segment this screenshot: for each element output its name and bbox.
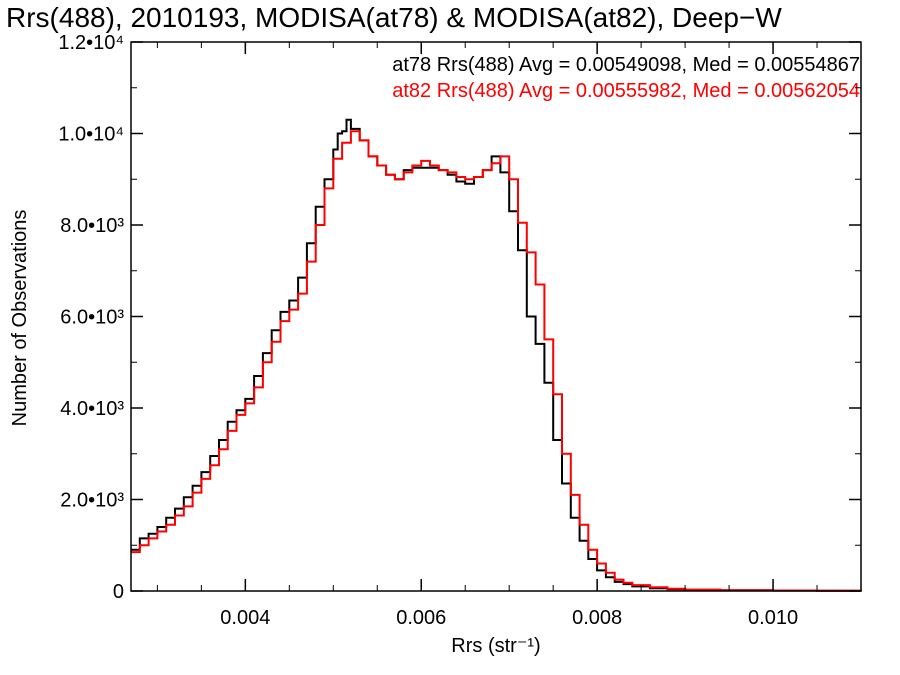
y-tick-label: 1.0•10⁴ bbox=[58, 124, 124, 146]
y-tick-label: 8.0•10³ bbox=[60, 215, 124, 237]
x-tick-label: 0.004 bbox=[220, 607, 270, 629]
series-line-0 bbox=[131, 118, 862, 592]
chart-title: Rrs(488), 2010193, MODISA(at78) & MODISA… bbox=[6, 2, 782, 33]
annotation-at82: at82 Rrs(488) Avg = 0.00555982, Med = 0.… bbox=[392, 80, 860, 102]
series-layer bbox=[131, 118, 862, 592]
x-tick-label: 0.006 bbox=[396, 607, 446, 629]
y-tick-label: 1.2•10⁴ bbox=[58, 32, 124, 54]
y-tick-label: 4.0•10³ bbox=[60, 398, 124, 420]
x-tick-label: 0.010 bbox=[748, 607, 798, 629]
ticks-layer: 0.004 0.006 0.008 0.010 0 2.0•10³ 4.0•10³ 6.0•1… bbox=[58, 32, 861, 629]
x-axis-label: Rrs (str⁻¹) bbox=[451, 635, 540, 657]
series-line-1 bbox=[131, 130, 862, 592]
plot-frame bbox=[130, 41, 862, 592]
y-axis-label: Number of Observations bbox=[9, 210, 31, 427]
y-tick-label: 6.0•10³ bbox=[60, 307, 124, 329]
x-tick-label: 0.008 bbox=[572, 607, 622, 629]
y-tick-label: 0 bbox=[113, 581, 124, 603]
y-tick-label: 2.0•10³ bbox=[60, 490, 124, 512]
annotation-at78: at78 Rrs(488) Avg = 0.00549098, Med = 0.… bbox=[392, 54, 860, 76]
